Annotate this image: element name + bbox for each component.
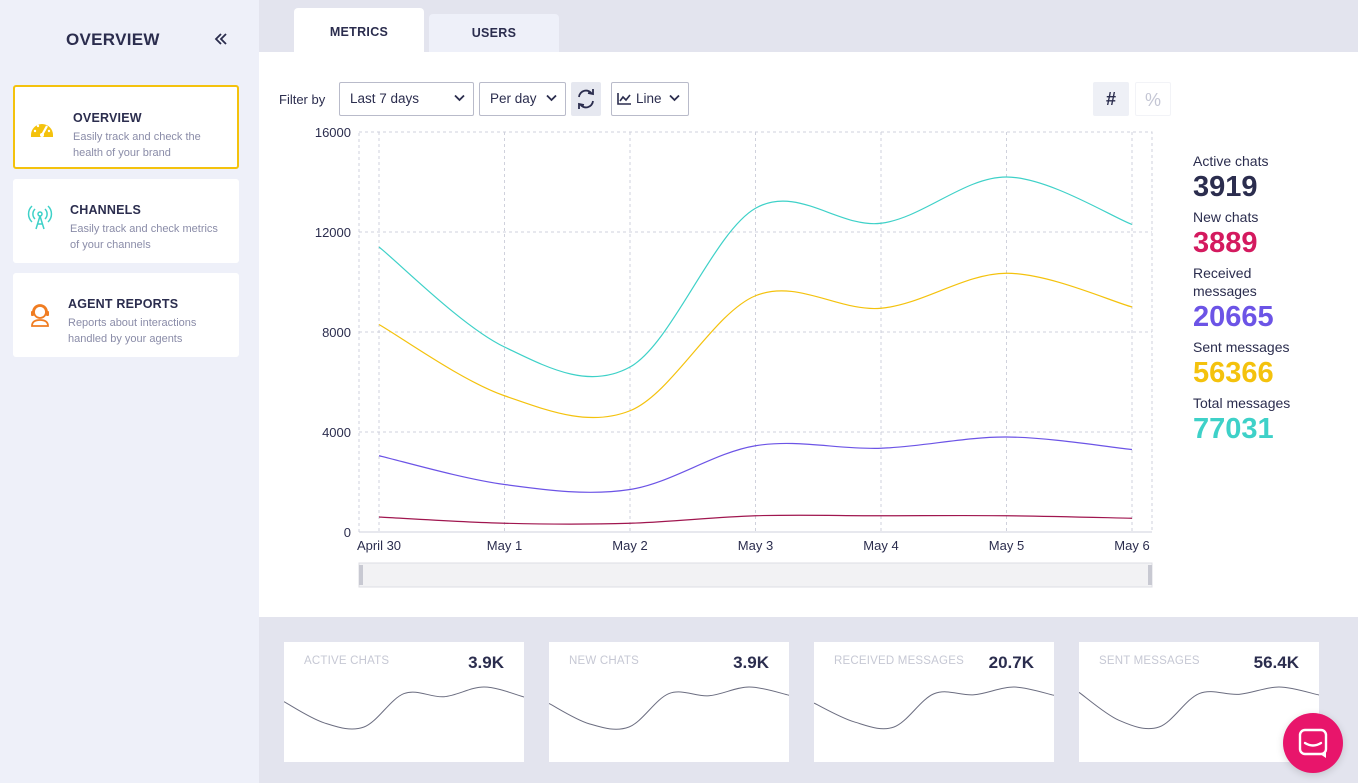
mini-card-value: 3.9K [733,653,769,672]
chevron-down-icon [454,83,465,115]
sparkline [549,686,789,730]
sidebar: OVERVIEW OVERVIEW Easily track and check… [0,0,259,783]
refresh-button[interactable] [571,82,601,116]
filter-label: Filter by [279,92,326,107]
sparkline-path [549,686,789,730]
sidebar-item-agent-reports[interactable]: AGENT REPORTS Reports about interactions… [13,273,239,357]
y-tick-label: 12000 [315,225,351,240]
sidebar-item-desc: Reports about interactions handled by yo… [68,317,197,345]
collapse-sidebar-icon[interactable] [214,28,234,50]
stat-value: 56366 [1193,357,1274,389]
chat-bubble-icon [1298,728,1328,758]
tabs-bar: METRICS USERS [259,0,1358,52]
sidebar-item-title: CHANNELS [70,203,142,217]
sparkline-path [1079,686,1319,730]
mini-card-sent-messages[interactable]: SENT MESSAGES 56.4K [1079,642,1319,762]
sparkline-path [284,686,524,730]
mini-card-received-messages[interactable]: RECEIVED MESSAGES 20.7K [814,642,1054,762]
chat-launcher-button[interactable] [1283,713,1343,773]
sidebar-item-desc: Easily track and check the health of you… [73,131,201,159]
sparkline-path [814,686,1054,730]
antenna-icon [27,205,53,230]
granularity-select[interactable]: Per day [479,82,566,116]
mini-card-label: ACTIVE CHATS [304,655,390,667]
stat-label: Received messages [1193,265,1257,299]
chevron-down-icon [546,83,557,115]
mini-card-value: 20.7K [988,653,1034,672]
y-tick-label: 0 [344,525,351,540]
x-tick-label: May 4 [863,538,898,553]
sidebar-item-overview[interactable]: OVERVIEW Easily track and check the heal… [13,85,239,169]
sparkline [284,686,524,730]
x-tick-label: May 3 [738,538,773,553]
stat-value: 3919 [1193,171,1258,203]
stat-value: 20665 [1193,301,1274,333]
mini-card-active-chats[interactable]: ACTIVE CHATS 3.9K [284,642,524,762]
chevron-down-icon [669,83,680,115]
chart-type-select[interactable]: Line [611,82,689,116]
chart-type-value: Line [636,91,662,106]
series-line [378,176,1133,378]
date-range-select[interactable]: Last 7 days [339,82,474,116]
sidebar-title: OVERVIEW [66,30,160,49]
stat-label: New chats [1193,209,1259,225]
refresh-icon [578,89,594,109]
range-slider[interactable] [358,562,1153,588]
mini-card-label: RECEIVED MESSAGES [834,655,964,667]
x-tick-label: May 5 [989,538,1024,553]
range-handle-left[interactable] [359,565,363,585]
count-toggle-button[interactable]: # [1093,82,1129,116]
mini-card-value: 3.9K [468,653,504,672]
stats-summary: Active chats 3919 New chats 3889 Received me… [1193,152,1353,450]
stat-value: 77031 [1193,413,1274,445]
sidebar-item-title: OVERVIEW [73,111,142,125]
x-tick-label: May 2 [612,538,647,553]
mini-card-new-chats[interactable]: NEW CHATS 3.9K [549,642,789,762]
sparkline [814,686,1054,730]
tab-users[interactable]: USERS [429,14,559,52]
mini-card-label: NEW CHATS [569,655,639,667]
mini-card-label: SENT MESSAGES [1099,655,1200,667]
y-tick-label: 16000 [315,125,351,140]
sidebar-item-desc: Easily track and check metrics of your c… [70,223,218,251]
line-chart-icon [617,93,631,105]
sidebar-item-title: AGENT REPORTS [68,297,179,311]
stat-label: Total messages [1193,395,1291,411]
date-range-value: Last 7 days [350,91,420,106]
stat-value: 3889 [1193,227,1258,259]
x-tick-label: May 1 [487,538,522,553]
range-handle-right[interactable] [1148,565,1152,585]
sparkline [1079,686,1319,730]
tab-metrics[interactable]: METRICS [294,8,424,52]
series-line [378,272,1133,419]
metrics-panel: Filter by Last 7 days Per day Line # % 0… [259,52,1358,617]
agent-icon [31,304,49,327]
x-tick-label: May 6 [1114,538,1149,553]
mini-card-value: 56.4K [1253,653,1299,672]
x-tick-label: April 30 [357,538,401,553]
sidebar-item-channels[interactable]: CHANNELS Easily track and check metrics … [13,179,239,263]
stat-label: Sent messages [1193,339,1290,355]
series-line [378,436,1133,493]
metrics-line-chart: 0 4000 8000 12000 16000 April 30 May 1 May 2 May… [315,125,1153,588]
granularity-value: Per day [490,91,537,106]
sidebar-header: OVERVIEW [0,30,259,52]
stat-label: Active chats [1193,153,1269,169]
y-tick-label: 4000 [322,425,351,440]
gauge-icon [31,124,53,137]
series-line [378,514,1133,525]
percent-toggle-button[interactable]: % [1135,82,1171,116]
y-tick-label: 8000 [322,325,351,340]
